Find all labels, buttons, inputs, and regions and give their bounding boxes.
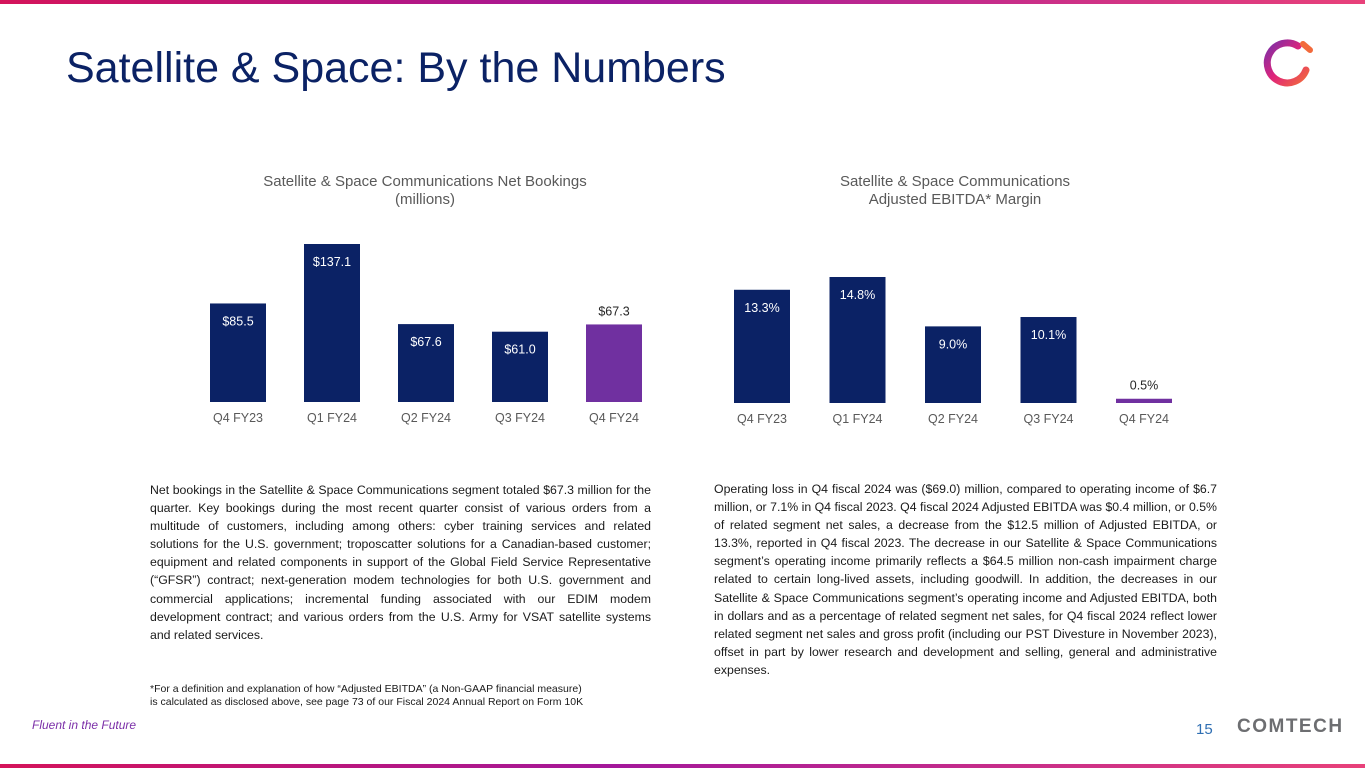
footnote-line-2: is calculated as disclosed above, see pa…	[150, 695, 584, 708]
ebitda-margin-chart-svg: Satellite & Space CommunicationsAdjusted…	[734, 173, 1172, 426]
data-label-q2-fy24: 9.0%	[939, 337, 968, 351]
x-tick-label: Q4 FY23	[213, 411, 263, 425]
operating-loss-description: Operating loss in Q4 fiscal 2024 was ($6…	[714, 482, 1217, 677]
net-bookings-chart: Satellite & Space Communications Net Boo…	[190, 165, 660, 435]
net-bookings-chart-svg: Satellite & Space Communications Net Boo…	[210, 173, 642, 425]
ebitda-footnote: *For a definition and explanation of how…	[150, 683, 650, 708]
comtech-logo-icon	[1263, 39, 1313, 87]
page-title: Satellite & Space: By the Numbers	[66, 44, 726, 92]
bar-q3-fy24	[1020, 317, 1077, 403]
x-tick-label: Q4 FY24	[1119, 412, 1169, 426]
chart-subtitle: Adjusted EBITDA* Margin	[869, 191, 1042, 208]
footnote-line-1: *For a definition and explanation of how…	[150, 683, 582, 695]
data-label-q2-fy24: $67.6	[410, 335, 441, 349]
x-tick-label: Q1 FY24	[307, 411, 357, 425]
x-tick-label: Q1 FY24	[832, 412, 882, 426]
bar-q1-fy24	[829, 277, 886, 403]
data-label-q1-fy24: $137.1	[313, 255, 351, 269]
chart-title: Satellite & Space Communications Net Boo…	[263, 173, 587, 190]
bottom-accent-bar	[0, 764, 1365, 768]
brand-logo-text: COMTECH	[1237, 716, 1344, 737]
bar-q2-fy24	[925, 326, 981, 403]
data-label-q4-fy23: $85.5	[222, 314, 253, 328]
data-label-q4-fy24: 0.5%	[1130, 379, 1159, 393]
x-tick-label: Q3 FY24	[495, 411, 545, 425]
ebitda-margin-chart: Satellite & Space Communications Adjusted…	[715, 165, 1195, 435]
x-tick-label: Q3 FY24	[1023, 412, 1073, 426]
x-tick-label: Q4 FY23	[737, 412, 787, 426]
data-label-q4-fy24: $67.3	[598, 304, 629, 318]
bar-q1-fy24	[304, 244, 360, 402]
data-label-q1-fy24: 14.8%	[840, 288, 875, 302]
x-tick-label: Q2 FY24	[401, 411, 451, 425]
bar-q2-fy24	[398, 324, 454, 402]
x-tick-label: Q4 FY24	[589, 411, 639, 425]
top-accent-bar	[0, 0, 1365, 4]
net-bookings-description: Net bookings in the Satellite & Space Co…	[150, 483, 651, 642]
page-number: 15	[1196, 721, 1213, 738]
data-label-q4-fy23: 13.3%	[744, 301, 779, 315]
data-label-q3-fy24: 10.1%	[1031, 328, 1066, 342]
data-label-q3-fy24: $61.0	[504, 343, 535, 357]
bar-q4-fy24	[586, 324, 642, 402]
bar-q4-fy23	[210, 303, 266, 402]
bar-q3-fy24	[492, 331, 548, 402]
bar-q4-fy24	[1116, 398, 1172, 403]
chart-title: Satellite & Space Communications	[840, 173, 1070, 190]
tagline: Fluent in the Future	[32, 718, 137, 732]
x-tick-label: Q2 FY24	[928, 412, 978, 426]
chart-subtitle: (millions)	[395, 191, 455, 208]
bar-q4-fy23	[734, 289, 790, 403]
